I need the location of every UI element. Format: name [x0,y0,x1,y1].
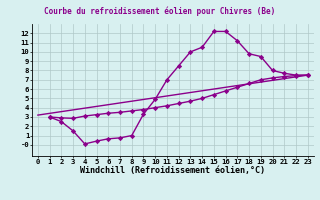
Text: Courbe du refroidissement éolien pour Chivres (Be): Courbe du refroidissement éolien pour Ch… [44,6,276,16]
X-axis label: Windchill (Refroidissement éolien,°C): Windchill (Refroidissement éolien,°C) [80,166,265,175]
